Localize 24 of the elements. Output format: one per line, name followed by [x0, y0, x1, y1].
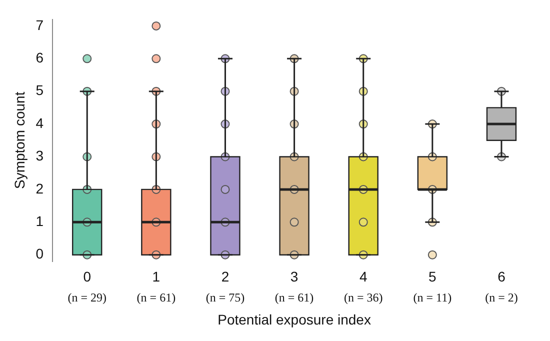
- y-tick-label: 5: [36, 82, 44, 98]
- y-tick-label: 4: [36, 114, 44, 131]
- y-tick-label: 1: [36, 213, 44, 230]
- x-tick-label: 5: [428, 268, 437, 285]
- text: (n = 75): [206, 290, 245, 304]
- text: (n = 29): [68, 290, 106, 304]
- x-axis-title: Potential exposure index: [218, 311, 371, 328]
- text: (n = 61): [274, 290, 314, 304]
- x-tick-label: 1: [152, 268, 160, 285]
- text: (n = 36): [344, 290, 383, 304]
- y-tick-label: 7: [36, 16, 44, 33]
- text: (n = 61): [136, 290, 176, 304]
- x-tick-label: 2: [221, 268, 230, 285]
- y-tick-label: 2: [36, 180, 44, 196]
- y-tick-label: 0: [36, 246, 44, 262]
- x-tick-label: 6: [498, 268, 506, 285]
- y-axis-title: Symptom count: [11, 92, 28, 190]
- x-tick-label: 3: [290, 268, 298, 285]
- x-tick-label: 0: [83, 268, 92, 285]
- text: (n = 11): [413, 290, 452, 304]
- y-tick-label: 6: [36, 50, 44, 66]
- text: (n = 2): [485, 290, 518, 304]
- y-tick-label: 3: [36, 148, 44, 164]
- x-tick-label: 4: [359, 268, 368, 285]
